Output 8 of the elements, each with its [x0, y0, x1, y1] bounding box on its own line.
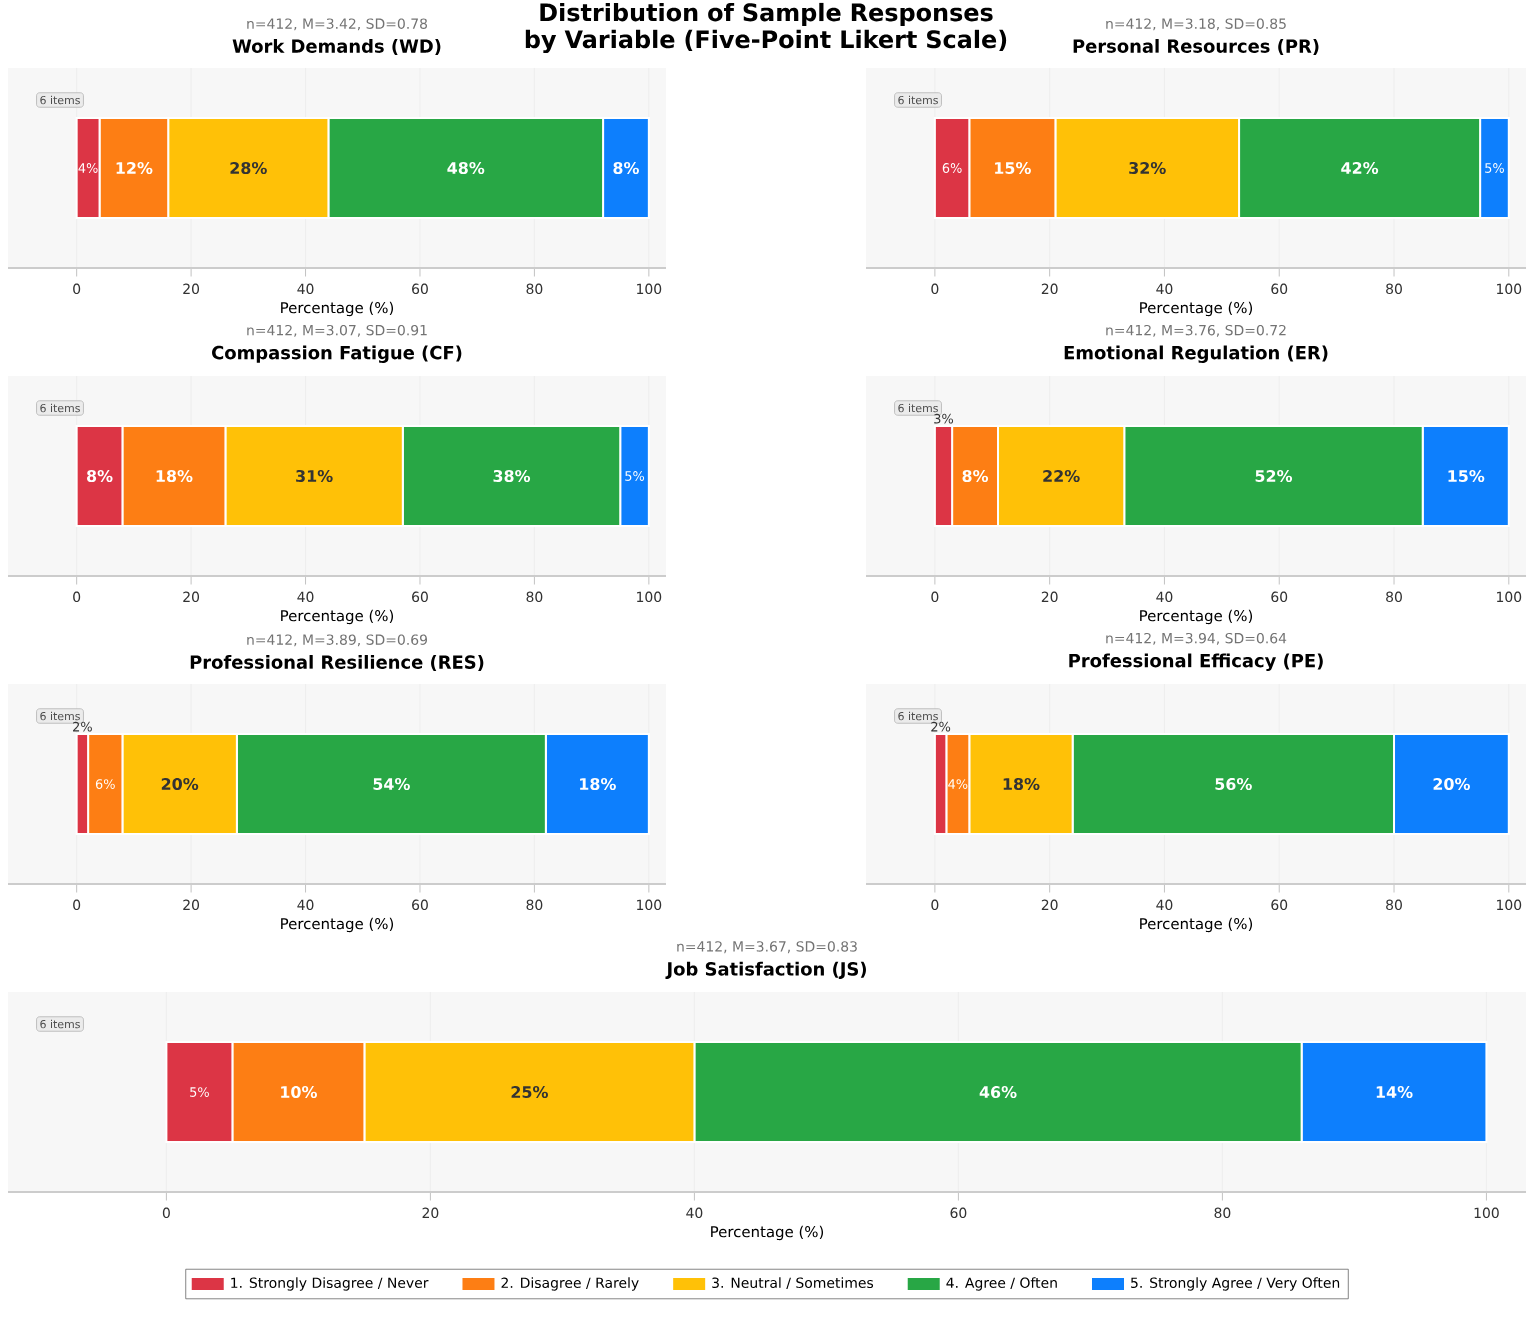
chart-title: Professional Efficacy (PE) [1069, 653, 1323, 672]
chart-title: Emotional Regulation (ER) [1064, 345, 1328, 364]
chart-title: Personal Resources (PR) [1073, 39, 1319, 56]
chart-title: Work Demands (WD) [232, 39, 441, 56]
chart-title: Job Satisfaction (JS) [665, 961, 866, 980]
text: Distribution of Sample Responses by Variable (Five-Point Likert Scale) [525, 2, 1007, 54]
chart-title: Professional Resilience (RES) [190, 655, 484, 672]
chart-title: Compassion Fatigue (CF) [212, 345, 462, 364]
